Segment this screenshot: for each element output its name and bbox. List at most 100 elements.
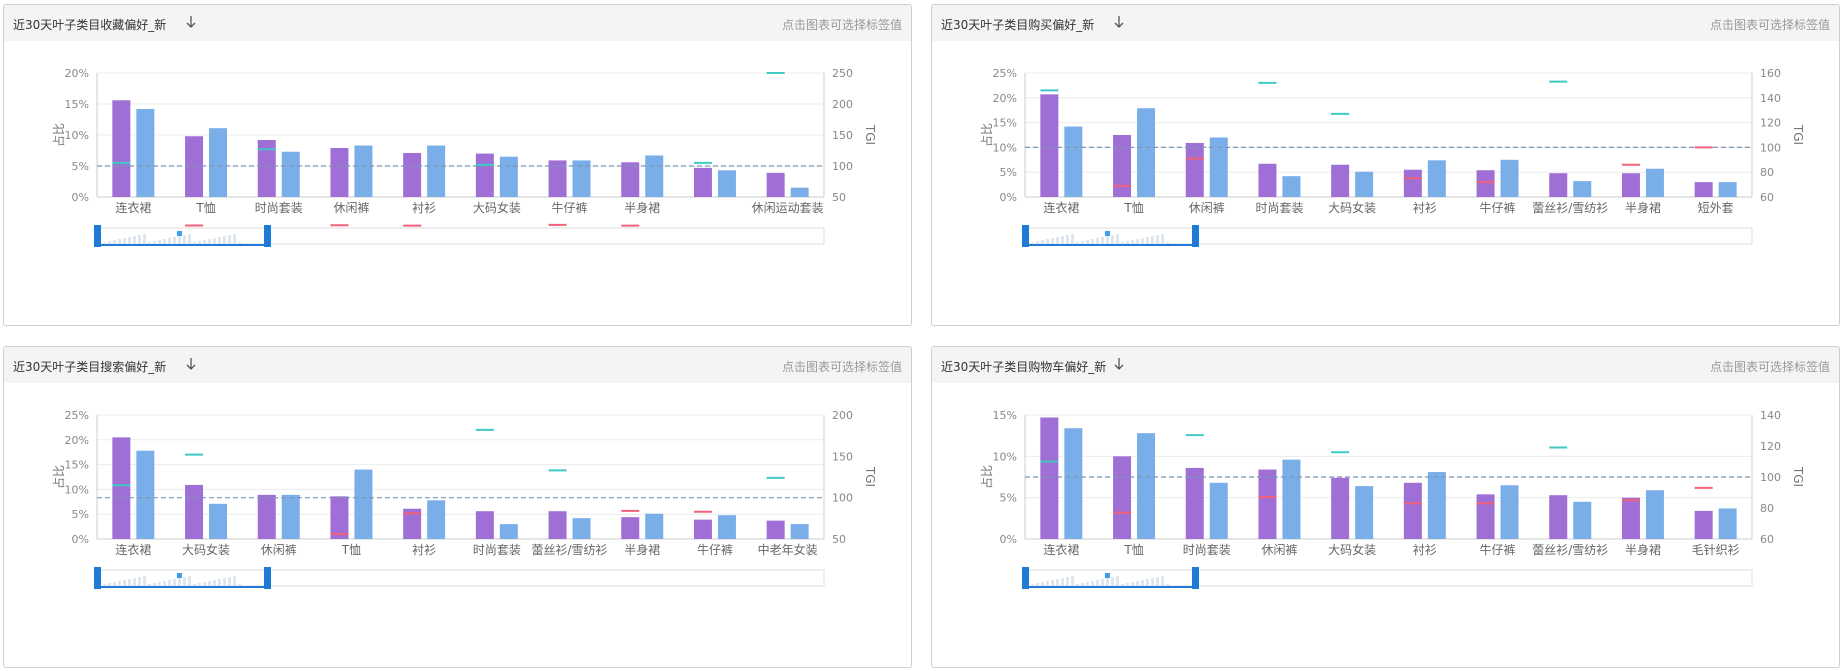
datazoom-preview-bar	[1031, 584, 1034, 586]
datazoom-preview-bar	[188, 576, 191, 586]
bar	[112, 100, 131, 197]
datazoom-preview-bar	[213, 238, 216, 244]
select-tag-hint[interactable]: 点击图表可选择标签值	[781, 18, 902, 32]
y-tick-label: 10%	[993, 141, 1017, 154]
datazoom-preview-bar	[203, 582, 206, 586]
bar	[281, 151, 300, 197]
arrow-down-icon[interactable]	[1110, 13, 1128, 31]
x-tick-label: 牛仔裤	[1480, 200, 1516, 215]
datazoom-preview-bar	[1146, 579, 1149, 586]
y2-tick-label: 80	[1760, 166, 1774, 179]
datazoom-preview-bar	[173, 237, 176, 244]
datazoom-preview-bar	[1061, 578, 1064, 586]
datazoom-handle-left[interactable]	[94, 225, 101, 247]
datazoom-preview-bar	[168, 580, 171, 586]
bar	[766, 520, 785, 539]
bar	[1621, 497, 1640, 539]
bar	[1137, 433, 1156, 539]
datazoom-preview-bar	[108, 241, 111, 244]
y-tick-label: 20%	[65, 67, 89, 80]
datazoom-handle-left[interactable]	[1022, 567, 1029, 589]
datazoom-preview-bar	[218, 237, 221, 244]
panel-title: 近30天叶子类目购物车偏好_新	[941, 360, 1107, 374]
datazoom-preview-bar	[208, 581, 211, 586]
chart[interactable]: 0% 5% 10% 15% 20% 25% 60 80 100 120 140 160 占比 TGI 连衣裙…	[932, 41, 1839, 325]
chart[interactable]: 0% 5% 10% 15% 20% 25% 50 100 150 200 占比 TGI 连衣裙 大码女装 休…	[4, 383, 911, 667]
datazoom-preview-bar	[1051, 580, 1054, 586]
datazoom-handle-right[interactable]	[1192, 225, 1199, 247]
panel-search: 近30天叶子类目搜索偏好_新 点击图表可选择标签值 0% 5% 10% 15% 20% 2…	[3, 346, 912, 668]
chart[interactable]: 0% 5% 10% 15% 60 80 100 120 140 占比 TGI 连衣裙 T恤 时尚套装 休闲裤…	[932, 383, 1839, 667]
datazoom-handle-right[interactable]	[264, 567, 271, 589]
y2-tick-label: 150	[832, 129, 853, 142]
y2-tick-label: 100	[832, 492, 853, 505]
chart[interactable]: 0% 5% 10% 15% 20% 50 100 150 200 250 占比 TGI 连衣裙 T恤 时尚套…	[4, 41, 911, 325]
datazoom-handle-right[interactable]	[264, 225, 271, 247]
panel-title: 近30天叶子类目搜索偏好_新	[13, 360, 167, 374]
datazoom-preview-bar	[1156, 577, 1159, 586]
x-tick-label: T恤	[195, 201, 215, 215]
x-tick-label: 大码女装	[1328, 200, 1376, 215]
y-tick-label: 0%	[1000, 533, 1017, 546]
datazoom-preview-bar	[1136, 581, 1139, 586]
datazoom-preview-bar	[148, 242, 151, 244]
x-tick-label: 休闲裤	[1261, 543, 1297, 557]
panel-cart: 近30天叶子类目购物车偏好_新 点击图表可选择标签值 0% 5% 10% 15% 60 8…	[931, 346, 1840, 668]
bar	[717, 515, 736, 539]
bar	[1621, 173, 1640, 197]
datazoom-preview-bar	[1106, 236, 1109, 244]
y2-axis-title: TGI	[863, 124, 877, 145]
datazoom-preview-bar	[218, 579, 221, 586]
bar	[1476, 494, 1495, 539]
y-tick-label: 10%	[993, 450, 1017, 463]
datazoom-preview-bar	[238, 242, 241, 244]
datazoom-preview-bar	[208, 239, 211, 244]
datazoom-preview-bar	[133, 236, 136, 244]
datazoom-preview-bar	[1166, 242, 1169, 244]
datazoom-handle-left[interactable]	[94, 567, 101, 589]
datazoom-preview-bar	[1081, 583, 1084, 586]
select-tag-hint[interactable]: 点击图表可选择标签值	[781, 360, 902, 374]
bar	[1209, 482, 1228, 539]
bar	[354, 145, 373, 197]
datazoom-preview-bar	[158, 582, 161, 586]
datazoom-handle-right[interactable]	[1192, 567, 1199, 589]
arrow-down-icon[interactable]	[182, 355, 200, 373]
y-axis-title: 占比	[51, 465, 66, 489]
datazoom-track	[96, 569, 825, 587]
x-tick-label: 连衣裙	[115, 200, 151, 215]
y-tick-label: 5%	[72, 160, 89, 173]
datazoom-preview-bar	[1161, 576, 1164, 586]
bar	[1113, 135, 1132, 197]
datazoom-preview-bar	[1041, 240, 1044, 244]
datazoom-preview-bar	[118, 581, 121, 586]
datazoom-preview-bar	[1131, 240, 1134, 244]
x-tick-label: 休闲裤	[333, 201, 369, 215]
bar	[1209, 137, 1228, 197]
select-tag-hint[interactable]: 点击图表可选择标签值	[1709, 18, 1830, 32]
y-tick-label: 25%	[993, 67, 1017, 80]
x-tick-label: 休闲裤	[1189, 201, 1225, 215]
datazoom-preview-bar	[1036, 241, 1039, 244]
bar	[403, 152, 422, 197]
datazoom-preview-bar	[1131, 582, 1134, 586]
arrow-down-icon[interactable]	[182, 13, 200, 31]
x-tick-label: 半身裙	[624, 200, 660, 215]
bar	[354, 469, 373, 539]
arrow-down-icon[interactable]	[1110, 355, 1128, 373]
x-tick-label: 连衣裙	[1043, 542, 1079, 557]
datazoom-preview-bar	[1116, 234, 1119, 244]
bar	[1573, 501, 1592, 539]
select-tag-hint[interactable]: 点击图表可选择标签值	[1709, 360, 1830, 374]
bar	[1403, 482, 1422, 539]
bar	[693, 519, 712, 539]
x-tick-label: 时尚套装	[1183, 543, 1231, 557]
datazoom-handle-left[interactable]	[1022, 225, 1029, 247]
bar	[1427, 160, 1446, 197]
bar	[621, 162, 640, 197]
bar	[790, 524, 809, 539]
x-tick-label: 休闲运动套装	[752, 201, 824, 215]
y2-tick-label: 250	[832, 67, 853, 80]
panel-purchase: 近30天叶子类目购买偏好_新 点击图表可选择标签值 0% 5% 10% 15% 20% 2…	[931, 4, 1840, 326]
datazoom-preview-bar	[1101, 237, 1104, 244]
